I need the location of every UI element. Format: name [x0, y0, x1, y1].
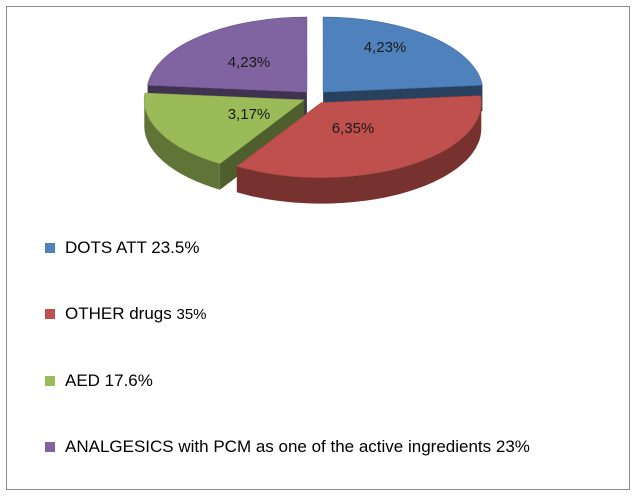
pie-slice-other-drugs — [236, 95, 482, 178]
legend-swatch-dots-att — [45, 243, 55, 253]
pie-slice-label-other-drugs: 6,35% — [332, 120, 375, 137]
pie-slice-dots-att — [322, 16, 483, 93]
legend-item-other-drugs: OTHER drugs 35% — [45, 303, 615, 326]
legend-label-analgesics: ANALGESICS with PCM as one of the active… — [65, 437, 530, 456]
pie-slice-side-other-drugs — [236, 102, 482, 204]
legend-label-dots-att: DOTS ATT 23.5% — [65, 238, 200, 257]
legend-item-analgesics: ANALGESICS with PCM as one of the active… — [45, 436, 615, 458]
pie-slice-aed — [143, 92, 306, 165]
pie-slice-label-dots-att: 4,23% — [364, 39, 407, 56]
legend-swatch-analgesics — [45, 442, 55, 452]
legend-label-aed: AED 17.6% — [65, 371, 153, 390]
legend: DOTS ATT 23.5% OTHER drugs 35% AED 17.6%… — [45, 235, 615, 458]
pie-slice-label-analgesics: 4,23% — [228, 54, 271, 71]
pie-slice-analgesics — [147, 16, 308, 93]
pie-slice-label-aed: 3,17% — [228, 106, 271, 123]
legend-label-other-drugs-pct: 35% — [176, 306, 207, 323]
chart-frame: 4,23% 6,35% 3,17% 4,23% DOTS ATT 23.5% OTHE… — [6, 6, 630, 490]
legend-item-dots-att: DOTS ATT 23.5% — [45, 237, 615, 259]
legend-swatch-other-drugs — [45, 309, 55, 319]
legend-label-other-drugs: OTHER drugs — [65, 304, 177, 323]
pie-slice-side-aed — [144, 99, 220, 190]
pie-chart: 4,23% 6,35% 3,17% 4,23% — [143, 16, 483, 204]
legend-swatch-aed — [45, 376, 55, 386]
legend-item-aed: AED 17.6% — [45, 370, 615, 392]
